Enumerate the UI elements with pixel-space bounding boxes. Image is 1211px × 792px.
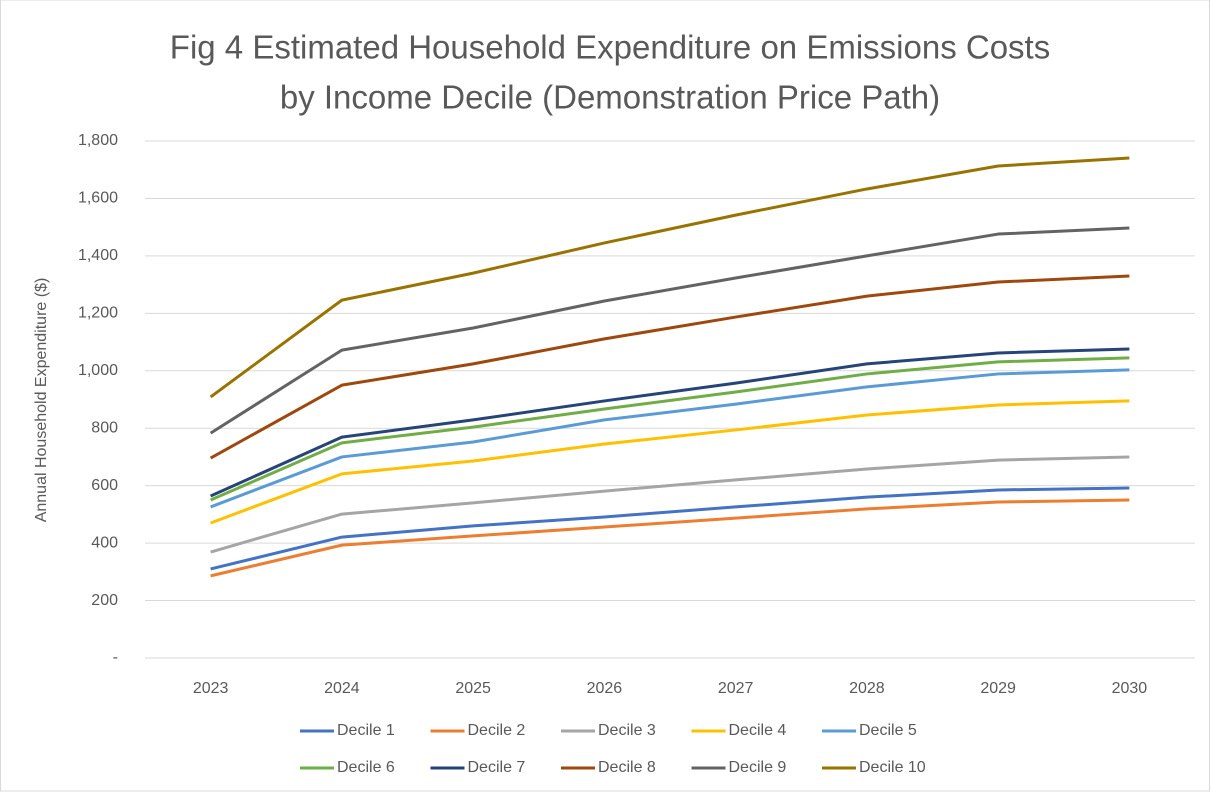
line-series — [210, 368, 1130, 509]
line-series — [210, 356, 1130, 502]
y-tick-label: 200 — [91, 592, 118, 609]
legend-label: Decile 7 — [468, 759, 526, 776]
legend-label: Decile 5 — [859, 722, 917, 739]
y-axis-label: Annual Household Expenditure ($) — [33, 278, 50, 523]
legend-label: Decile 8 — [598, 759, 656, 776]
y-tick-label: 1,200 — [78, 305, 118, 322]
x-tick-label: 2028 — [849, 680, 885, 697]
legend-label: Decile 1 — [337, 722, 395, 739]
x-tick-label: 2024 — [324, 680, 360, 697]
chart-subtitle: by Income Decile (Demonstration Price Pa… — [280, 79, 940, 116]
y-tick-label: 400 — [91, 534, 118, 551]
line-series — [210, 399, 1130, 525]
x-tick-label: 2023 — [193, 680, 229, 697]
x-tick-label: 2029 — [980, 680, 1016, 697]
x-tick-label: 2026 — [587, 680, 623, 697]
y-tick-label: 1,000 — [78, 362, 118, 379]
x-tick-label: 2030 — [1112, 680, 1148, 697]
y-tick-label: 600 — [91, 477, 118, 494]
y-tick-label: 1,400 — [78, 247, 118, 264]
legend-label: Decile 6 — [337, 759, 395, 776]
legend-label: Decile 3 — [598, 722, 656, 739]
line-series — [210, 498, 1130, 578]
y-tick-label: 1,800 — [78, 132, 118, 149]
legend-label: Decile 4 — [729, 722, 787, 739]
line-series — [210, 486, 1130, 571]
line-series — [209, 156, 1130, 399]
line-series — [209, 274, 1130, 460]
legend-label: Decile 10 — [859, 759, 926, 776]
legend-label: Decile 9 — [729, 759, 787, 776]
x-tick-label: 2027 — [718, 680, 754, 697]
line-series — [210, 347, 1130, 498]
y-tick-label: 1,600 — [78, 190, 118, 207]
legend-label: Decile 2 — [468, 722, 526, 739]
chart-title: Fig 4 Estimated Household Expenditure on… — [170, 29, 1050, 66]
y-tick-label: - — [113, 649, 118, 666]
line-series — [210, 455, 1130, 554]
x-tick-label: 2025 — [455, 680, 491, 697]
line-series — [209, 226, 1130, 435]
y-tick-label: 800 — [91, 419, 118, 436]
